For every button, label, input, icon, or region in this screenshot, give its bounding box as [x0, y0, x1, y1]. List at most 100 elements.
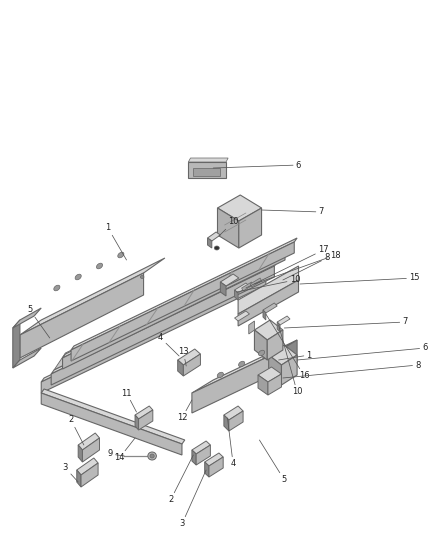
Text: 2: 2	[168, 455, 193, 505]
Polygon shape	[208, 238, 212, 248]
Polygon shape	[184, 354, 201, 376]
Polygon shape	[20, 258, 165, 335]
Polygon shape	[258, 367, 282, 382]
Text: 1: 1	[106, 223, 127, 260]
Polygon shape	[71, 238, 297, 350]
Ellipse shape	[96, 263, 102, 269]
Text: 2: 2	[68, 416, 84, 445]
Ellipse shape	[258, 350, 265, 356]
Polygon shape	[51, 266, 274, 385]
Polygon shape	[238, 280, 299, 326]
Polygon shape	[192, 353, 276, 413]
Polygon shape	[63, 245, 288, 358]
Polygon shape	[277, 322, 280, 332]
Polygon shape	[205, 462, 209, 477]
Polygon shape	[239, 208, 261, 248]
Polygon shape	[218, 208, 239, 248]
Polygon shape	[263, 310, 266, 320]
Polygon shape	[250, 278, 261, 287]
Text: 10: 10	[219, 217, 238, 236]
Polygon shape	[54, 245, 288, 370]
Polygon shape	[235, 283, 250, 293]
Polygon shape	[263, 344, 268, 359]
Polygon shape	[63, 249, 285, 369]
Polygon shape	[193, 168, 220, 176]
Polygon shape	[135, 406, 153, 419]
Polygon shape	[82, 438, 99, 462]
Text: 4: 4	[227, 418, 236, 469]
Polygon shape	[282, 355, 297, 385]
Polygon shape	[81, 463, 98, 487]
Text: 18: 18	[254, 251, 341, 284]
Polygon shape	[138, 410, 153, 430]
Polygon shape	[235, 290, 238, 300]
Polygon shape	[77, 458, 98, 475]
Polygon shape	[13, 308, 41, 328]
Polygon shape	[242, 282, 253, 291]
Polygon shape	[268, 374, 282, 395]
Text: 1: 1	[279, 351, 312, 360]
Polygon shape	[71, 242, 294, 361]
Polygon shape	[188, 162, 226, 178]
Ellipse shape	[150, 454, 154, 458]
Text: 14: 14	[114, 438, 135, 463]
Polygon shape	[178, 360, 184, 376]
Polygon shape	[220, 274, 239, 286]
Polygon shape	[267, 330, 283, 360]
Text: 5: 5	[27, 305, 50, 338]
Text: 3: 3	[63, 464, 78, 482]
Text: 13: 13	[178, 348, 189, 366]
Ellipse shape	[75, 274, 81, 280]
Text: 7: 7	[284, 318, 408, 328]
Text: 16: 16	[266, 314, 310, 381]
Polygon shape	[192, 450, 196, 465]
Polygon shape	[205, 453, 223, 466]
Polygon shape	[77, 470, 81, 487]
Polygon shape	[41, 393, 182, 455]
Polygon shape	[41, 270, 268, 382]
Polygon shape	[196, 445, 210, 465]
Polygon shape	[41, 274, 266, 393]
Text: 9: 9	[108, 449, 124, 458]
Text: 8: 8	[283, 254, 330, 280]
Ellipse shape	[148, 452, 156, 460]
Polygon shape	[243, 248, 281, 278]
Polygon shape	[229, 411, 243, 431]
Polygon shape	[208, 232, 220, 241]
Text: 10: 10	[237, 276, 300, 292]
Polygon shape	[220, 282, 226, 296]
Polygon shape	[51, 262, 277, 374]
Polygon shape	[276, 340, 297, 375]
Polygon shape	[76, 329, 114, 359]
Polygon shape	[277, 316, 290, 325]
Polygon shape	[41, 389, 185, 444]
Polygon shape	[78, 445, 82, 462]
Ellipse shape	[214, 246, 219, 250]
Polygon shape	[178, 349, 201, 365]
Ellipse shape	[217, 372, 223, 378]
Polygon shape	[192, 340, 297, 393]
Text: 6: 6	[297, 343, 428, 360]
Text: 11: 11	[121, 389, 137, 412]
Polygon shape	[135, 415, 138, 430]
Polygon shape	[263, 303, 277, 313]
Polygon shape	[224, 406, 243, 420]
Polygon shape	[78, 433, 99, 450]
Text: 15: 15	[300, 273, 420, 284]
Polygon shape	[202, 268, 239, 298]
Polygon shape	[224, 415, 229, 431]
Text: 5: 5	[259, 440, 287, 484]
Polygon shape	[192, 441, 210, 454]
Polygon shape	[118, 308, 155, 338]
Polygon shape	[254, 320, 283, 340]
Ellipse shape	[140, 276, 144, 279]
Polygon shape	[209, 457, 223, 477]
Polygon shape	[268, 345, 297, 365]
Text: 12: 12	[177, 400, 192, 423]
Polygon shape	[258, 375, 268, 395]
Polygon shape	[238, 266, 299, 314]
Polygon shape	[268, 355, 282, 385]
Polygon shape	[160, 288, 198, 318]
Text: 7: 7	[261, 207, 324, 216]
Ellipse shape	[239, 361, 245, 367]
